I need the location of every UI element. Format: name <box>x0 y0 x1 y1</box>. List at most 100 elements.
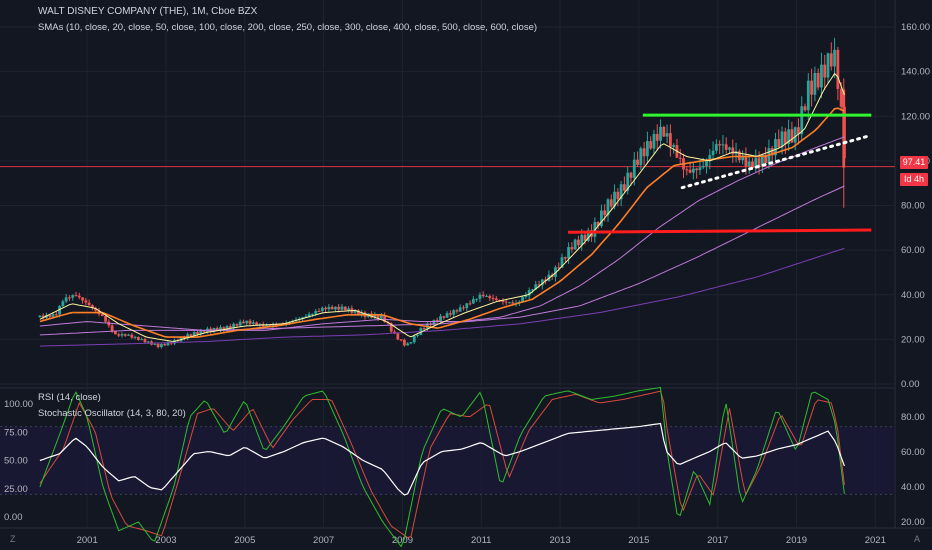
candle-body <box>708 155 712 161</box>
sma-10-line <box>39 72 845 342</box>
candle-body <box>580 234 584 246</box>
x-tick-label: 2017 <box>707 535 728 546</box>
candle-body <box>488 295 492 299</box>
candle-body <box>324 307 327 310</box>
candle-body <box>475 298 479 300</box>
candle-body <box>422 328 426 330</box>
price-tick-label: 80.00 <box>901 201 925 212</box>
candle-body <box>829 53 833 67</box>
candle-body <box>596 222 600 226</box>
candle-body <box>268 325 272 327</box>
candle-body <box>353 310 357 313</box>
candle-body <box>307 314 311 317</box>
candle-body <box>376 314 380 319</box>
candle-body <box>567 247 570 259</box>
candle-body <box>100 314 104 317</box>
candle-body <box>652 133 656 149</box>
candle-body <box>823 64 827 78</box>
candle-body <box>731 147 735 155</box>
candle-body <box>754 158 758 169</box>
candle-body <box>478 294 482 299</box>
candle-body <box>485 295 488 297</box>
candle-body <box>793 127 797 143</box>
x-tick-label: 2019 <box>786 535 807 546</box>
candle-body <box>58 306 61 315</box>
candle-body <box>130 334 134 338</box>
x-tick-label: 2001 <box>77 535 98 546</box>
rsi-tick-label: 75.00 <box>4 427 28 438</box>
candle-body <box>688 169 692 173</box>
candle-body <box>317 311 321 313</box>
candle-body <box>340 306 344 310</box>
candle-body <box>373 314 377 318</box>
candle-body <box>320 307 324 312</box>
candle-body <box>396 333 400 340</box>
candle-body <box>560 257 564 268</box>
candle-body <box>196 332 199 335</box>
x-tick-label: 2021 <box>865 535 886 546</box>
price-tick-label: 60.00 <box>901 245 925 256</box>
candle-body <box>563 257 567 259</box>
candle-body <box>402 339 406 346</box>
candle-body <box>672 145 676 147</box>
candle-body <box>360 312 364 316</box>
candle-body <box>757 158 761 166</box>
symbol-title: WALT DISNEY COMPANY (THE), 1M, Cboe BZX <box>38 6 258 17</box>
auto-scale-button[interactable]: A <box>914 534 921 544</box>
candle-body <box>228 326 232 328</box>
x-tick-label: 2011 <box>471 535 491 546</box>
candle-body <box>790 129 794 143</box>
candle-body <box>613 191 616 207</box>
price-tick-label: 0.00 <box>901 379 920 390</box>
stochastic-band <box>0 426 895 495</box>
candle-body <box>51 314 55 317</box>
candle-body <box>245 320 249 324</box>
candle-body <box>219 327 222 331</box>
candle-body <box>468 303 472 305</box>
candle-body <box>163 344 167 346</box>
candle-body <box>68 297 71 299</box>
candle-body <box>104 316 107 322</box>
candle-body <box>744 156 748 167</box>
candle-body <box>84 300 88 303</box>
candle-body <box>655 133 659 141</box>
candle-body <box>215 327 219 331</box>
candle-body <box>721 144 725 146</box>
candle-body <box>87 302 91 306</box>
candle-body <box>724 144 728 150</box>
candle-body <box>114 331 117 335</box>
candle-body <box>813 72 817 95</box>
candle-body <box>255 322 259 326</box>
candle-body <box>334 306 337 310</box>
candle-body <box>629 172 633 178</box>
candle-body <box>718 144 722 146</box>
candle-body <box>274 324 278 326</box>
candle-body <box>839 88 843 107</box>
candle-body <box>61 301 65 307</box>
candle-body <box>314 311 318 314</box>
candle-body <box>248 320 252 324</box>
stochastic-tick-label: 40.00 <box>901 482 925 493</box>
candle-body <box>636 159 639 165</box>
candle-body <box>606 199 610 216</box>
candle-body <box>524 295 528 297</box>
x-tick-label: 2009 <box>392 535 413 546</box>
candle-body <box>199 330 203 335</box>
sma-20-line <box>39 107 845 338</box>
candle-body <box>540 279 544 286</box>
x-tick-label: 2003 <box>155 535 176 546</box>
sma-legend: SMAs (10, close, 20, close, 50, close, 1… <box>38 22 538 33</box>
candle-body <box>156 343 160 348</box>
x-tick-label: 2005 <box>234 535 255 546</box>
rsi-tick-label: 100.00 <box>4 399 33 410</box>
timezone-corner[interactable]: Z <box>10 534 16 544</box>
candle-body <box>406 343 410 346</box>
candle-body <box>491 298 495 300</box>
candle-body <box>439 316 442 322</box>
candle-body <box>265 325 268 327</box>
candle-body <box>445 313 449 318</box>
stochastic-tick-label: 60.00 <box>901 447 925 458</box>
candle-body <box>521 296 525 302</box>
candle-body <box>222 327 226 330</box>
